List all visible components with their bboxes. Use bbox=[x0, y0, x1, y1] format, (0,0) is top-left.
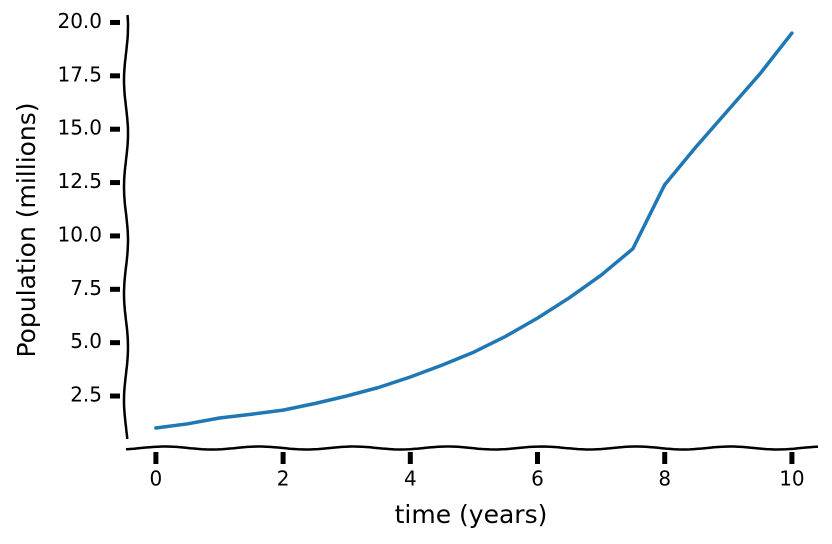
y-tick-label: 5.0 bbox=[70, 329, 102, 353]
y-tick-label: 12.5 bbox=[57, 169, 102, 193]
y-tick-label: 7.5 bbox=[70, 276, 102, 300]
y-axis-label: Population (millions) bbox=[12, 102, 41, 357]
x-tick-label: 6 bbox=[531, 467, 544, 491]
x-tick-label: 10 bbox=[779, 467, 804, 491]
x-tick-label: 4 bbox=[404, 467, 417, 491]
data-line bbox=[154, 31, 794, 430]
y-tick-label: 10.0 bbox=[57, 222, 102, 246]
x-axis-line bbox=[125, 445, 819, 451]
x-tick-label: 0 bbox=[150, 467, 163, 491]
y-axis-line bbox=[122, 14, 130, 440]
y-tick-label: 15.0 bbox=[57, 116, 102, 140]
y-tick-label: 2.5 bbox=[70, 383, 102, 407]
x-axis-label: time (years) bbox=[395, 500, 548, 529]
y-tick-label: 20.0 bbox=[57, 9, 102, 33]
x-tick-label: 2 bbox=[277, 467, 290, 491]
y-tick-label: 17.5 bbox=[57, 62, 102, 86]
x-tick-label: 8 bbox=[658, 467, 671, 491]
